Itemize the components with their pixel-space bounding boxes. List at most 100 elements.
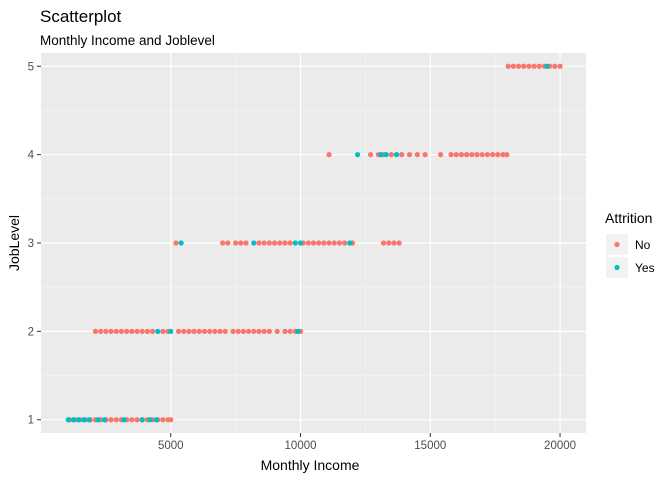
data-point-no <box>489 152 496 158</box>
legend-items: No Yes <box>606 234 655 278</box>
data-point-no <box>212 328 218 334</box>
data-point-yes <box>81 417 87 423</box>
data-point-no <box>235 328 241 334</box>
data-point-yes <box>155 328 161 334</box>
data-point-no <box>118 328 125 334</box>
data-point-no <box>233 240 239 246</box>
data-point-no <box>144 328 151 334</box>
data-point-no <box>515 63 522 69</box>
data-point-no <box>474 152 480 158</box>
data-point-yes <box>168 328 174 334</box>
x-tick-label: 20000 <box>544 440 576 452</box>
x-tick-label: 10000 <box>285 440 317 452</box>
legend-label-yes: Yes <box>635 261 655 275</box>
data-point-no <box>160 417 166 423</box>
data-point-no <box>469 152 475 158</box>
data-point-no <box>230 328 236 334</box>
y-tick-label: 4 <box>28 150 35 162</box>
data-point-no <box>134 328 140 334</box>
legend-label-no: No <box>635 238 651 252</box>
data-point-no <box>238 240 244 246</box>
data-point-no <box>414 152 420 158</box>
data-point-no <box>367 152 374 158</box>
data-point-no <box>458 152 465 158</box>
data-point-no <box>113 417 119 423</box>
data-point-no <box>196 328 202 334</box>
data-point-no <box>310 240 317 246</box>
data-point-no <box>510 63 516 69</box>
data-point-no <box>391 240 397 246</box>
data-point-no <box>504 152 510 158</box>
data-point-no <box>175 328 182 334</box>
data-point-no <box>256 240 262 246</box>
data-point-no <box>261 328 267 334</box>
data-point-no <box>282 240 288 246</box>
data-point-yes <box>65 417 71 423</box>
data-point-no <box>336 240 343 246</box>
data-point-no <box>134 417 140 423</box>
data-point-no <box>386 240 392 246</box>
data-point-no <box>139 328 145 334</box>
data-point-yes <box>347 240 353 246</box>
data-point-no <box>536 63 542 69</box>
data-point-no <box>331 240 337 246</box>
data-point-no <box>243 240 249 246</box>
data-point-no <box>261 240 267 246</box>
data-point-no <box>453 152 459 158</box>
data-point-yes <box>383 152 389 158</box>
data-point-no <box>246 328 252 334</box>
legend-marker-no <box>614 241 620 248</box>
x-axis-label: Monthly Income <box>261 457 360 473</box>
data-point-no <box>266 240 272 246</box>
data-point-no <box>201 328 208 334</box>
data-point-no <box>552 63 558 69</box>
data-point-no <box>129 328 135 334</box>
data-point-no <box>557 63 563 69</box>
data-point-no <box>282 328 288 334</box>
data-point-no <box>271 240 278 246</box>
data-point-yes <box>139 417 145 423</box>
x-tick-label: 15000 <box>414 440 446 452</box>
data-point-no <box>108 328 114 334</box>
data-point-no <box>326 152 332 158</box>
data-point-no <box>160 328 166 334</box>
data-point-no <box>149 328 156 334</box>
x-tick-label: 5000 <box>158 440 184 452</box>
legend-title: Attrition <box>605 210 652 226</box>
data-point-no <box>438 152 444 158</box>
data-point-yes <box>251 240 257 246</box>
x-axis: 5000 10000 15000 20000 <box>158 433 576 452</box>
data-point-yes <box>393 152 400 158</box>
data-point-no <box>168 417 174 423</box>
data-point-no <box>479 152 485 158</box>
data-point-no <box>448 152 454 158</box>
data-point-yes <box>76 417 82 423</box>
data-point-yes <box>95 417 101 423</box>
data-point-no <box>277 240 283 246</box>
data-point-no <box>526 63 532 69</box>
data-point-yes <box>355 152 361 158</box>
data-point-yes <box>86 417 92 423</box>
data-point-yes <box>121 417 127 423</box>
chart-subtitle: Monthly Income and Joblevel <box>40 33 215 48</box>
data-point-no <box>388 152 394 158</box>
data-point-no <box>531 63 537 69</box>
data-point-no <box>505 63 511 69</box>
data-point-no <box>124 328 130 334</box>
data-point-no <box>399 152 405 158</box>
y-tick-label: 1 <box>28 415 34 427</box>
data-point-yes <box>378 152 384 158</box>
data-point-no <box>521 63 527 69</box>
data-point-no <box>98 328 104 334</box>
data-point-no <box>274 328 280 334</box>
data-point-yes <box>70 417 77 423</box>
data-point-no <box>406 152 413 158</box>
data-point-no <box>256 328 262 334</box>
chart-title: Scatterplot <box>40 7 122 26</box>
data-point-no <box>380 240 387 246</box>
data-point-no <box>251 328 257 334</box>
y-axis: 1 2 3 4 5 <box>28 61 41 427</box>
y-tick-label: 2 <box>28 326 34 338</box>
data-point-no <box>316 240 322 246</box>
